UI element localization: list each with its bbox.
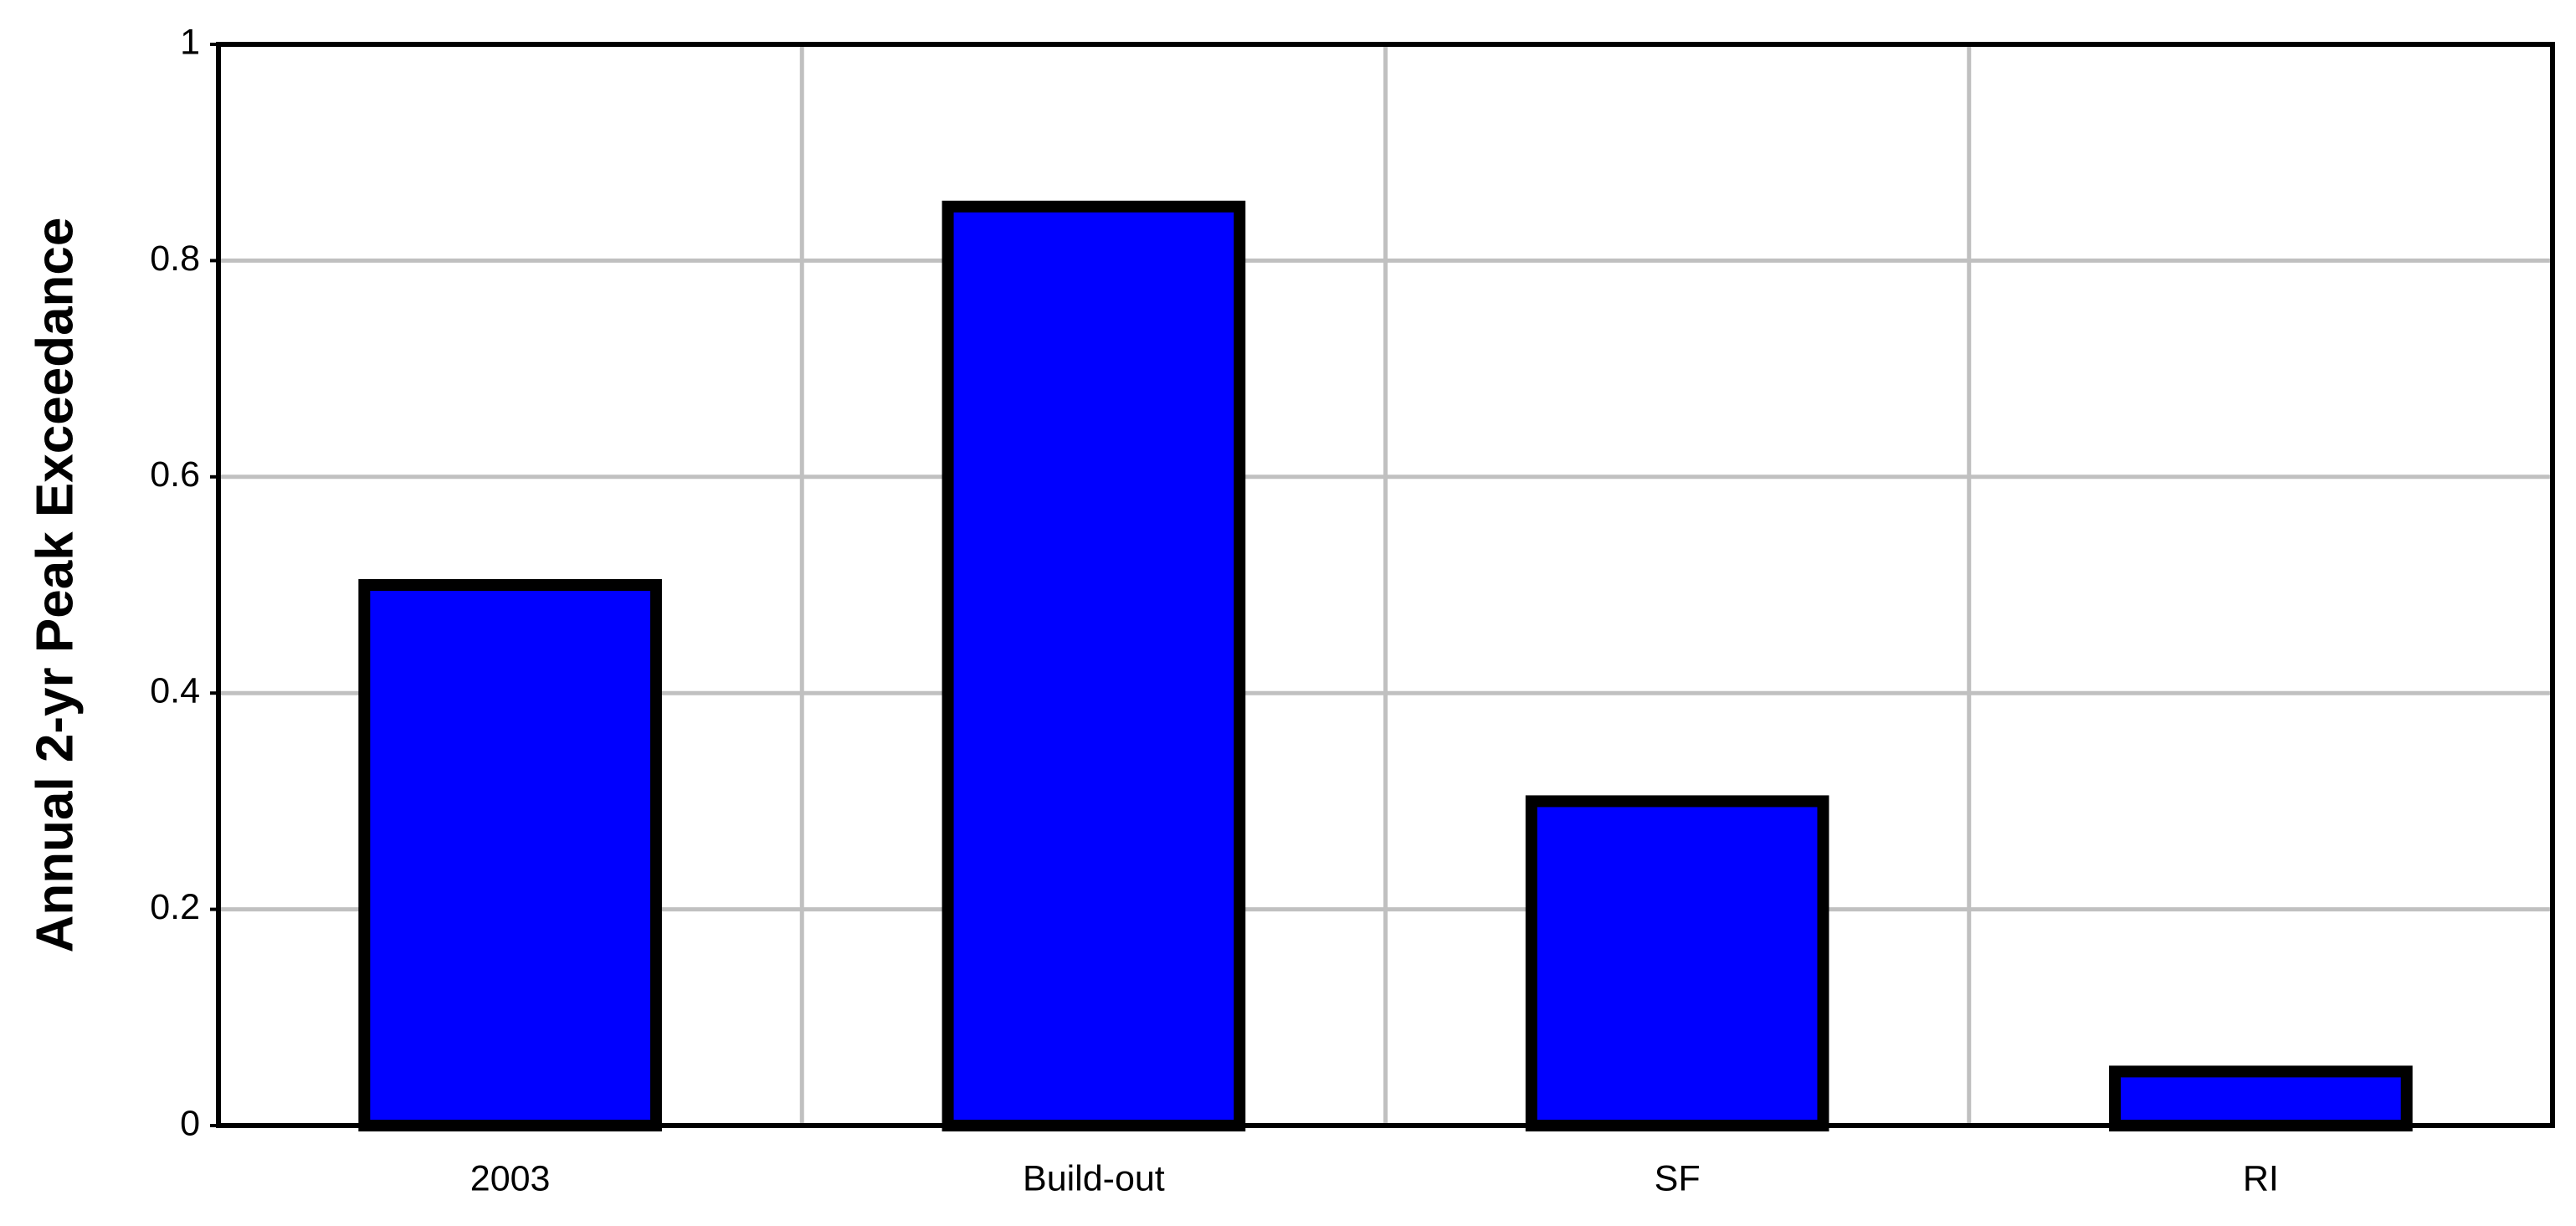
x-tick-label: RI xyxy=(2243,1158,2279,1198)
y-axis-label: Annual 2-yr Peak Exceedance xyxy=(26,218,84,953)
bar xyxy=(2109,1065,2413,1132)
x-tick-label: Build-out xyxy=(1023,1158,1165,1198)
x-tick-label: 2003 xyxy=(470,1158,551,1198)
y-tick-label: 0.6 xyxy=(150,454,200,495)
bar xyxy=(942,200,1246,1131)
bar xyxy=(358,579,662,1131)
y-tick-label: 0.8 xyxy=(150,239,200,279)
bar xyxy=(1525,795,1829,1132)
plot-frame xyxy=(216,42,2555,1128)
x-tick-label: SF xyxy=(1655,1158,1701,1198)
y-tick-label: 1 xyxy=(180,22,200,62)
y-tick-label: 0.2 xyxy=(150,887,200,927)
y-tick-label: 0.4 xyxy=(150,671,200,711)
y-tick-label: 0 xyxy=(180,1103,200,1143)
